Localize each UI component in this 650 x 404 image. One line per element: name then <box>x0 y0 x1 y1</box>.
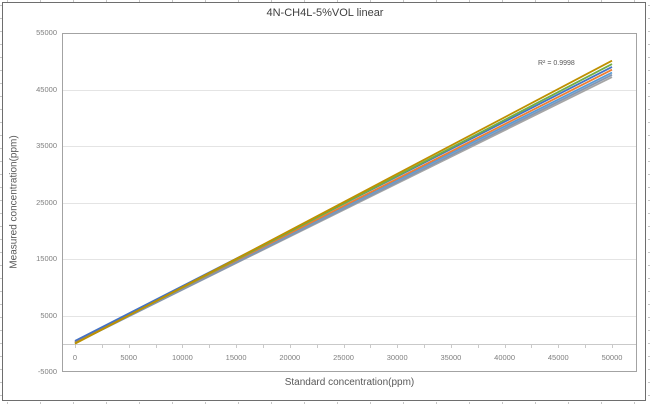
y-axis-title: Measured concentration(ppm) <box>8 135 20 269</box>
series-dark-yellow <box>74 59 613 345</box>
x-axis-title: Standard concentration(ppm) <box>284 377 415 388</box>
sheet-column-ticks-top <box>7 0 650 2</box>
x-tick-label: 40000 <box>494 353 516 362</box>
y-tick-label: 45000 <box>36 84 57 94</box>
y-tick-label: 5000 <box>40 310 57 320</box>
sheet-column-ticks-bottom <box>7 402 650 404</box>
x-tick-label: 20000 <box>279 353 301 362</box>
x-tick-label: 30000 <box>386 353 408 362</box>
y-tick-label: 15000 <box>36 254 57 263</box>
chart-frame[interactable] <box>2 2 646 401</box>
plot-border <box>62 33 637 372</box>
x-tick-label: 10000 <box>171 353 193 362</box>
x-tick-label: 5000 <box>120 353 138 362</box>
x-tick-label: 15000 <box>225 353 247 362</box>
sheet-row-ticks-left <box>0 5 2 404</box>
sheet-row-ticks-right <box>648 5 650 404</box>
series-steel-blue <box>74 74 613 344</box>
x-tick-label: 45000 <box>547 353 569 362</box>
y-tick-label: -5000 <box>37 367 57 376</box>
x-tick-label: 25000 <box>333 353 354 362</box>
plot-svg <box>62 33 637 372</box>
y-tick-label: 55000 <box>36 28 57 37</box>
x-tick-label: 50000 <box>601 353 623 362</box>
x-tick-label: 35000 <box>440 353 462 362</box>
x-tick-label: 0 <box>72 353 78 362</box>
r2-annotation: R² = 0.9998 <box>538 60 575 67</box>
y-tick-label: 35000 <box>36 141 57 150</box>
y-tick-label: 25000 <box>36 197 57 207</box>
chart-title: 4N-CH4L-5%VOL linear <box>266 7 384 19</box>
